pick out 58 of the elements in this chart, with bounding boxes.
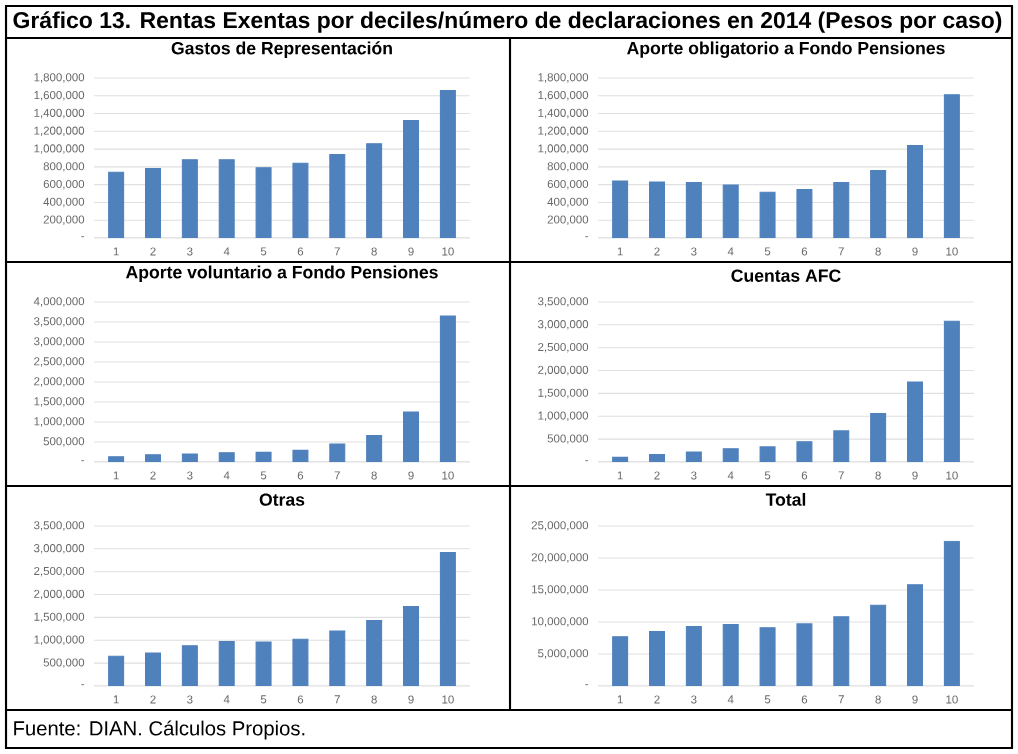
bar <box>612 456 629 462</box>
bar <box>648 631 665 686</box>
source-note: Fuente: DIAN. Cálculos Propios. <box>14 720 305 740</box>
bar <box>181 645 198 686</box>
bar <box>796 441 813 462</box>
bar <box>108 171 125 238</box>
bar <box>366 143 383 238</box>
bar <box>870 169 887 238</box>
chart-title: Total <box>765 492 806 506</box>
bar <box>144 168 161 238</box>
bar <box>329 153 346 238</box>
bar <box>439 89 456 238</box>
bar <box>612 180 629 238</box>
bar <box>403 120 420 238</box>
chart-title: Aporte obligatorio a Fondo Pensiones <box>627 41 945 58</box>
bar <box>218 159 235 238</box>
bar <box>685 451 702 462</box>
bar <box>796 189 813 238</box>
bar <box>612 636 629 686</box>
bar <box>439 551 456 686</box>
bar <box>796 623 813 686</box>
bar <box>218 641 235 686</box>
bar <box>759 446 776 462</box>
bar <box>108 655 125 686</box>
bar <box>759 191 776 238</box>
bar <box>833 430 850 462</box>
bar <box>907 584 924 686</box>
bar <box>907 381 924 462</box>
chart-title: Otras <box>259 493 305 506</box>
bar <box>833 181 850 238</box>
bar <box>255 167 272 238</box>
chart-title: Cuentas AFC <box>731 269 841 282</box>
bar <box>833 616 850 686</box>
bar <box>722 623 739 686</box>
bar <box>255 641 272 686</box>
bar <box>759 627 776 686</box>
bar <box>292 638 309 686</box>
chart-title: Aporte voluntario a Fondo Pensiones <box>125 265 438 282</box>
bar <box>144 652 161 686</box>
chart-title: Gastos de Representación <box>171 41 392 58</box>
bar <box>648 454 665 462</box>
bar <box>366 620 383 686</box>
bar <box>907 144 924 238</box>
bar <box>943 320 960 462</box>
bar <box>403 605 420 686</box>
bar <box>329 630 346 686</box>
bar <box>722 448 739 462</box>
bar <box>722 184 739 238</box>
bar <box>870 412 887 462</box>
bar <box>685 625 702 686</box>
bar <box>181 159 198 238</box>
bar <box>943 540 960 686</box>
bar <box>292 162 309 238</box>
bar <box>685 181 702 238</box>
text: Gráfico 13. Rentas Exentas por deciles/número de declaraciones en 2014 (Pesos por caso) <box>13 11 1002 33</box>
bar <box>943 94 960 238</box>
bar <box>870 604 887 686</box>
bar <box>648 181 665 238</box>
